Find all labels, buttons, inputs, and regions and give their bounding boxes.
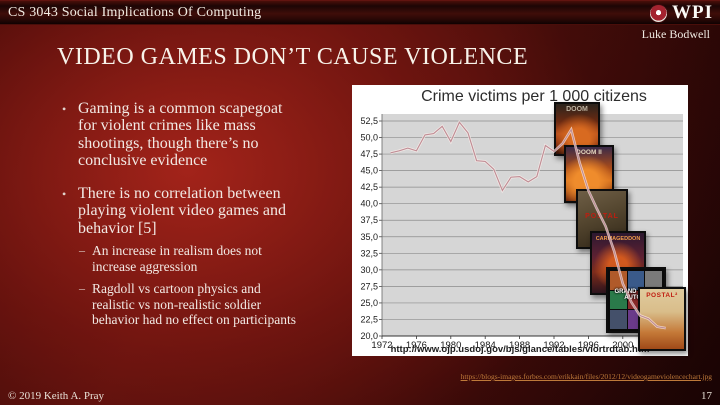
course-title: CS 3043 Social Implications Of Computing [8, 4, 262, 20]
wpi-shield-icon [649, 3, 668, 23]
bullet-item: • Gaming is a common scapegoat for viole… [62, 100, 344, 170]
svg-text:1996: 1996 [578, 340, 599, 351]
svg-text:47,5: 47,5 [360, 149, 378, 159]
game-cover-label: POSTAL [585, 213, 619, 220]
game-cover-postal2: POSTAL² [638, 287, 686, 351]
sub-bullet-text: An increase in realism does not increase… [92, 243, 262, 274]
svg-text:40,0: 40,0 [360, 199, 378, 209]
game-cover-label: DOOM [566, 106, 588, 113]
svg-text:1984: 1984 [475, 340, 496, 351]
game-cover-label: CARMAGEDDON [595, 236, 641, 242]
chart-source-url: http://www.ojp.usdoj.gov/bjs/glance/tabl… [390, 344, 650, 355]
bullet-text: Gaming is a common scapegoat for violent… [78, 100, 283, 170]
bullet-icon: • [62, 102, 67, 116]
svg-text:42,5: 42,5 [360, 182, 378, 192]
svg-text:1972: 1972 [371, 340, 392, 351]
source-link[interactable]: https://blogs-images.forbes.com/erikkain… [460, 372, 712, 381]
dash-icon: – [79, 243, 85, 258]
bullet-item: • There is no correlation between playin… [62, 185, 344, 237]
wpi-logo-text: WPI [672, 2, 713, 23]
sub-bullet-text: Ragdoll vs cartoon physics and realistic… [92, 281, 297, 328]
svg-text:32,5: 32,5 [360, 248, 378, 258]
svg-text:22,5: 22,5 [360, 314, 378, 324]
sub-bullet-item: – Ragdoll vs cartoon physics and realist… [79, 281, 344, 328]
svg-text:1980: 1980 [440, 340, 461, 351]
game-cover-label: POSTAL² [646, 292, 678, 299]
svg-text:1988: 1988 [509, 340, 530, 351]
svg-text:35,0: 35,0 [360, 232, 378, 242]
header-bar: CS 3043 Social Implications Of Computing… [0, 0, 720, 25]
svg-text:2000: 2000 [612, 340, 633, 351]
svg-text:1976: 1976 [406, 340, 427, 351]
bullet-icon: • [62, 186, 67, 201]
bullet-list: • Gaming is a common scapegoat for viole… [62, 100, 344, 335]
svg-text:27,5: 27,5 [360, 281, 378, 291]
svg-text:52,5: 52,5 [360, 116, 378, 126]
footer-copyright: © 2019 Keith A. Pray [8, 390, 105, 402]
svg-text:20,0: 20,0 [360, 331, 378, 341]
dash-icon: – [79, 281, 85, 296]
game-cover-label: DOOM II [576, 149, 602, 156]
svg-text:1992: 1992 [543, 340, 564, 351]
svg-text:37,5: 37,5 [360, 215, 378, 225]
page-number: 17 [701, 390, 712, 402]
slide-title: VIDEO GAMES DON’T CAUSE VIOLENCE [57, 44, 529, 70]
svg-text:30,0: 30,0 [360, 265, 378, 275]
bullet-text: There is no correlation between playing … [78, 184, 286, 237]
sub-bullet-item: – An increase in realism does not increa… [79, 243, 344, 274]
svg-text:50,0: 50,0 [360, 133, 378, 143]
wpi-logo: WPI [649, 2, 713, 24]
svg-text:25,0: 25,0 [360, 298, 378, 308]
author-name: Luke Bodwell [641, 27, 710, 41]
chart-figure: Crime victims per 1 000 citizens 52,5 50,… [352, 85, 688, 356]
chart-title: Crime victims per 1 000 citizens [421, 88, 647, 105]
svg-text:45,0: 45,0 [360, 166, 378, 176]
